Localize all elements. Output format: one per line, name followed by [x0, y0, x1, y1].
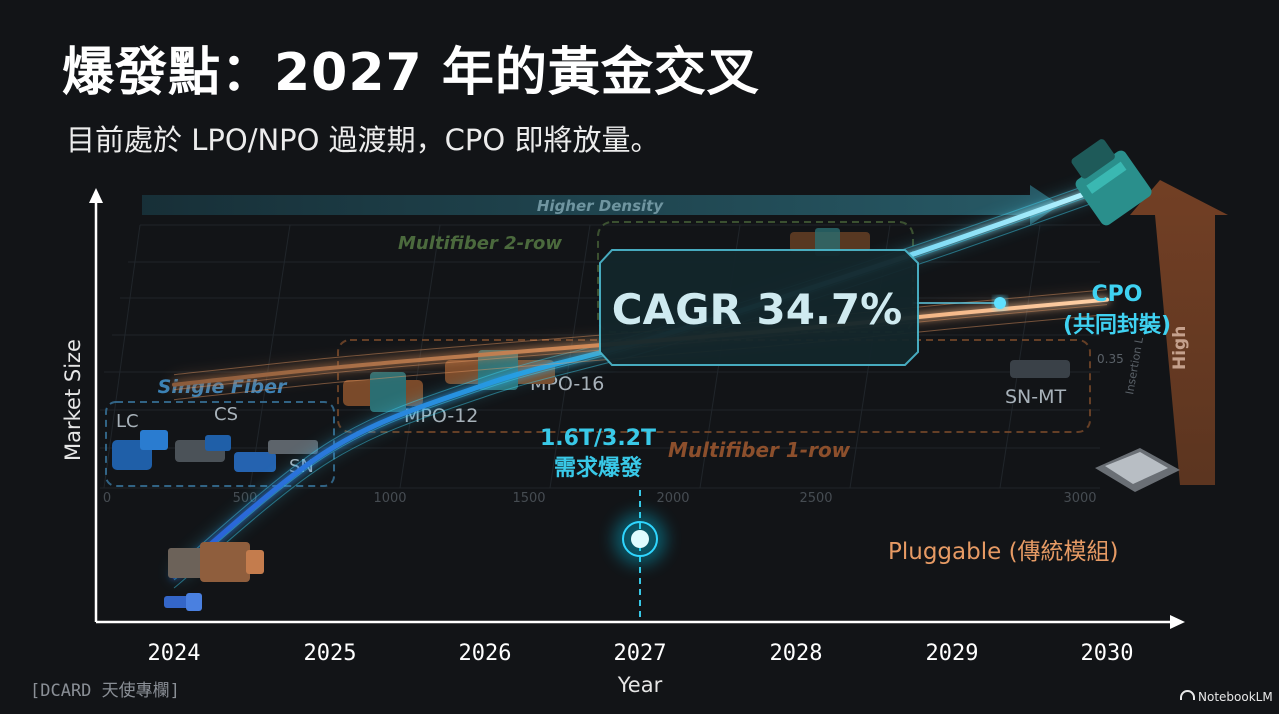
sn-connector-image [234, 440, 318, 472]
label-line: Pluggable (傳統模組) [888, 539, 1119, 565]
label-line: CPO [1092, 282, 1143, 307]
inset-tick: 0 [103, 491, 111, 506]
inset-tick: 3000 [1063, 491, 1096, 506]
notebooklm-brand: NotebookLM [1180, 690, 1273, 704]
x-tick-label: 2028 [770, 641, 823, 666]
cpo-module-image [1071, 139, 1152, 226]
connector-label-snmt: SN-MT [1005, 386, 1067, 408]
connector-label-cs: CS [214, 404, 238, 425]
multifiber-2row-label: Multifiber 2-row [398, 233, 562, 254]
higher-density-label: Higher Density [537, 197, 664, 215]
cagr-value: CAGR 34.7% [612, 285, 902, 334]
notebooklm-label: NotebookLM [1198, 690, 1273, 704]
high-loss-arrow: High [1130, 180, 1228, 485]
multifiber-1row-label: Multifiber 1-row [668, 438, 851, 462]
x-tick-label: 2029 [926, 641, 979, 666]
multifiber-1row-group: Multifiber 1-row MPO-12 MPO-16 SN-MT 0.3… [337, 335, 1146, 462]
single-fiber-group: Single Fiber LC CS SN [105, 376, 335, 487]
page-title: 爆發點：2027 年的黃金交叉 [62, 43, 760, 103]
cs-connector-image [175, 435, 231, 462]
x-axis-label: Year [617, 673, 663, 697]
snmt-connector-image [1010, 360, 1070, 378]
inset-tick: 1500 [512, 491, 545, 506]
inset-axis-label: Insertion L [1123, 335, 1146, 395]
connector-label-lc: LC [116, 411, 139, 432]
label-line: (共同封裝) [1063, 313, 1171, 338]
x-tick-label: 2030 [1081, 641, 1134, 666]
label-line: 需求爆發 [554, 456, 642, 481]
cpo-fiber-connector-image [164, 593, 202, 611]
notebooklm-logo-icon [1180, 690, 1195, 700]
cpo-series-label: CPO (共同封裝) [1063, 282, 1171, 338]
chip-image [1095, 448, 1180, 492]
inset-value: 0.35 [1097, 352, 1124, 366]
pluggable-series-label: Pluggable (傳統模組) [888, 539, 1119, 565]
mpo12-connector-image [343, 372, 423, 412]
axes: Market Size Year [61, 188, 1185, 697]
high-loss-label: High [1170, 326, 1190, 370]
y-axis-label: Market Size [61, 339, 85, 461]
crossover-point [614, 513, 666, 565]
x-tick-label: 2027 [614, 641, 667, 666]
inset-ticks: 0 500 1000 1500 2000 2500 3000 [103, 491, 1097, 506]
label-line: 1.6T/3.2T [540, 426, 656, 451]
y-axis-arrowhead [89, 188, 103, 203]
source-credit: [DCARD 天使專欄] [30, 681, 180, 701]
inset-tick: 2500 [799, 491, 832, 506]
inset-tick: 1000 [373, 491, 406, 506]
x-tick-label: 2024 [148, 641, 201, 666]
pluggable-connector-image [168, 542, 264, 582]
demand-annotation: 1.6T/3.2T 需求爆發 [540, 426, 656, 481]
x-tick-label: 2025 [304, 641, 357, 666]
x-tick-label: 2026 [459, 641, 512, 666]
cagr-callout: CAGR 34.7% [599, 249, 919, 366]
cagr-leader-dot [994, 297, 1006, 309]
page-subtitle: 目前處於 LPO/NPO 過渡期，CPO 即將放量。 [66, 123, 660, 157]
higher-density-arrow: Higher Density [142, 185, 1060, 225]
x-ticks: 2024 2025 2026 2027 2028 2029 2030 [148, 641, 1134, 666]
inset-tick: 2000 [656, 491, 689, 506]
lc-connector-image [112, 430, 168, 470]
x-axis-arrowhead [1170, 615, 1185, 629]
